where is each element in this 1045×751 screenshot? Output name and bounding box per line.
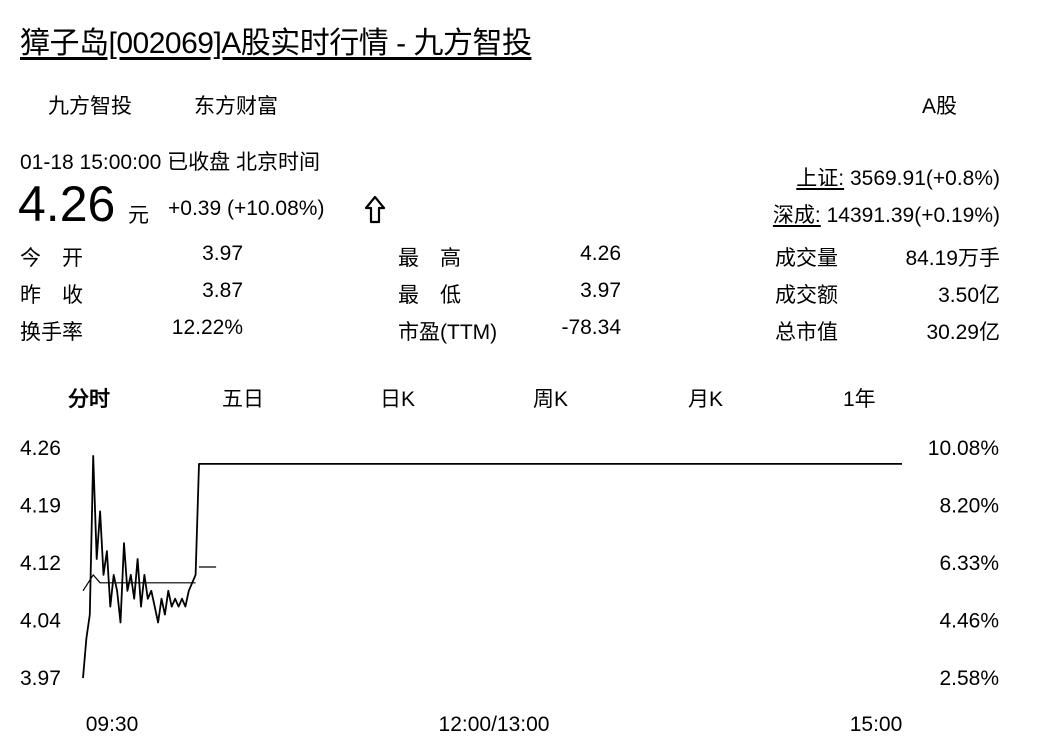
x-tick-label: 15:00 — [850, 713, 903, 736]
up-arrow-icon — [364, 195, 386, 224]
index-shenzhen: 深成: 14391.39(+0.19%) — [773, 199, 1000, 229]
x-tick-label: 09:30 — [86, 713, 139, 736]
index-shanghai: 上证: 3569.91(+0.8%) — [796, 162, 1000, 192]
price-line — [82, 454, 902, 679]
price-change: +0.39 (+10.08%) — [168, 197, 325, 220]
stat-low-value: 3.97 — [580, 279, 621, 302]
stat-high-label: 最 高 — [398, 247, 461, 270]
current-price: 4.26 — [18, 176, 116, 232]
y-tick-label: 4.12 — [20, 552, 61, 575]
y-pct-tick-label: 2.58% — [939, 667, 999, 690]
y-pct-tick-label: 10.08% — [928, 437, 999, 460]
source-link-eastmoney[interactable]: 东方财富 — [194, 95, 278, 118]
stat-market-cap-value: 30.29亿 — [926, 321, 1000, 344]
page-title: 獐子岛[002069]A股实时行情 - 九方智投 — [20, 27, 532, 60]
y-tick-label: 4.04 — [20, 610, 61, 633]
average-line — [82, 574, 196, 592]
stat-open-label: 今 开 — [20, 247, 83, 270]
stat-pe-label: 市盈(TTM) — [398, 321, 498, 344]
index-shenzhen-value: 14391.39(+0.19%) — [826, 204, 1000, 227]
stat-prev-close-label: 昨 收 — [20, 284, 83, 307]
index-shanghai-label: 上证: — [796, 167, 845, 190]
source-link-jiufang[interactable]: 九方智投 — [48, 95, 132, 118]
price-unit: 元 — [128, 204, 149, 227]
stat-market-cap-label: 总市值 — [775, 321, 838, 344]
stat-pe-value: -78.34 — [561, 316, 621, 339]
y-pct-tick-label: 8.20% — [939, 495, 999, 518]
y-pct-tick-label: 4.46% — [939, 610, 999, 633]
y-tick-label: 4.26 — [20, 437, 61, 460]
quote-timestamp: 01-18 15:00:00 已收盘 北京时间 — [20, 151, 320, 174]
stat-high-value: 4.26 — [580, 242, 621, 265]
y-pct-tick-label: 6.33% — [939, 552, 999, 575]
y-tick-label: 3.97 — [20, 667, 61, 690]
stat-turnover-value: 12.22% — [171, 316, 243, 339]
tab-five-day[interactable]: 五日 — [222, 388, 264, 411]
tab-monthly-k[interactable]: 月K — [688, 388, 724, 411]
stat-turnover-label: 换手率 — [20, 321, 83, 344]
tab-daily-k[interactable]: 日K — [380, 388, 416, 411]
stat-amount-label: 成交额 — [775, 284, 838, 307]
stat-volume-value: 84.19万手 — [905, 247, 1000, 270]
tab-one-year[interactable]: 1年 — [843, 388, 876, 411]
stat-open-value: 3.97 — [202, 242, 243, 265]
market-label: A股 — [922, 95, 958, 118]
stat-volume-label: 成交量 — [775, 247, 838, 270]
stat-low-label: 最 低 — [398, 284, 461, 307]
x-tick-label: 12:00/13:00 — [439, 713, 550, 736]
index-shenzhen-label: 深成: — [772, 204, 821, 227]
stat-prev-close-value: 3.87 — [202, 279, 243, 302]
tab-weekly-k[interactable]: 周K — [533, 388, 569, 411]
tab-intraday[interactable]: 分时 — [68, 388, 110, 411]
index-shanghai-value: 3569.91(+0.8%) — [849, 167, 1000, 190]
y-tick-label: 4.19 — [20, 495, 61, 518]
stat-amount-value: 3.50亿 — [938, 284, 1000, 307]
